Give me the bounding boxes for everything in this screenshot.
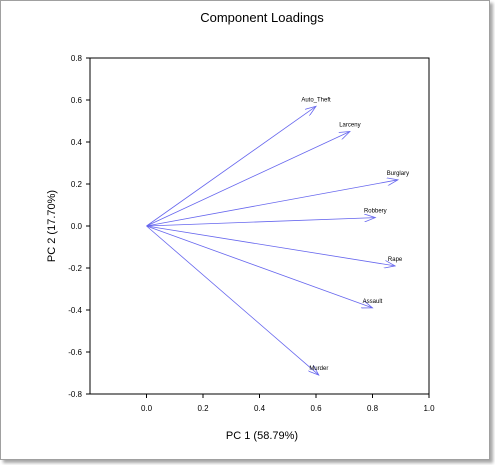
y-axis-ticks: 0.8 0.6 0.4 0.2 0.0 -0.2 -0.4 -0.6 -0.8 bbox=[68, 54, 90, 399]
x-tick-label: 0.2 bbox=[197, 404, 209, 413]
loading-arrow-auto-theft bbox=[146, 106, 317, 227]
y-tick-label: 0.6 bbox=[71, 96, 83, 105]
loading-arrow-burglary bbox=[146, 180, 398, 227]
x-tick-label: 1.0 bbox=[423, 404, 435, 413]
x-tick-label: 0.4 bbox=[254, 404, 266, 413]
y-tick-label: -0.2 bbox=[68, 264, 82, 273]
loading-arrow-rape bbox=[146, 225, 396, 266]
loading-label: Murder bbox=[309, 366, 328, 372]
x-axis-label: PC 1 (58.79%) bbox=[226, 430, 298, 442]
y-tick-label: 0.0 bbox=[71, 222, 83, 231]
x-tick-label: 0.6 bbox=[310, 404, 322, 413]
x-tick-label: 0.8 bbox=[367, 404, 379, 413]
loading-arrow-assault bbox=[146, 225, 373, 308]
y-axis-label: PC 2 (17.70%) bbox=[46, 190, 58, 262]
loading-arrow-murder bbox=[146, 225, 319, 375]
x-tick-label: 0.0 bbox=[141, 404, 153, 413]
y-tick-label: 0.2 bbox=[71, 180, 83, 189]
loading-arrows: Auto_Theft Larceny Burglary Robbery Rape Assa… bbox=[146, 97, 409, 375]
loading-label: Assault bbox=[363, 299, 383, 305]
y-tick-label: -0.6 bbox=[68, 348, 82, 357]
x-axis-ticks: 0.0 0.2 0.4 0.6 0.8 1.0 bbox=[141, 394, 435, 413]
y-tick-label: 0.4 bbox=[71, 138, 83, 147]
loading-arrow-larceny bbox=[146, 132, 350, 227]
y-tick-label: -0.8 bbox=[68, 390, 82, 399]
loading-label: Burglary bbox=[387, 171, 409, 177]
loading-label: Larceny bbox=[339, 123, 360, 129]
loading-label: Rape bbox=[388, 257, 403, 263]
loading-arrow-robbery bbox=[146, 218, 376, 227]
y-tick-label: -0.4 bbox=[68, 306, 82, 315]
chart-window bbox=[0, 0, 490, 460]
loading-label: Auto_Theft bbox=[301, 97, 331, 103]
chart-title: Component Loadings bbox=[200, 10, 324, 25]
loading-label: Robbery bbox=[364, 209, 387, 215]
plot-frame bbox=[89, 57, 430, 395]
y-tick-label: 0.8 bbox=[71, 54, 83, 63]
